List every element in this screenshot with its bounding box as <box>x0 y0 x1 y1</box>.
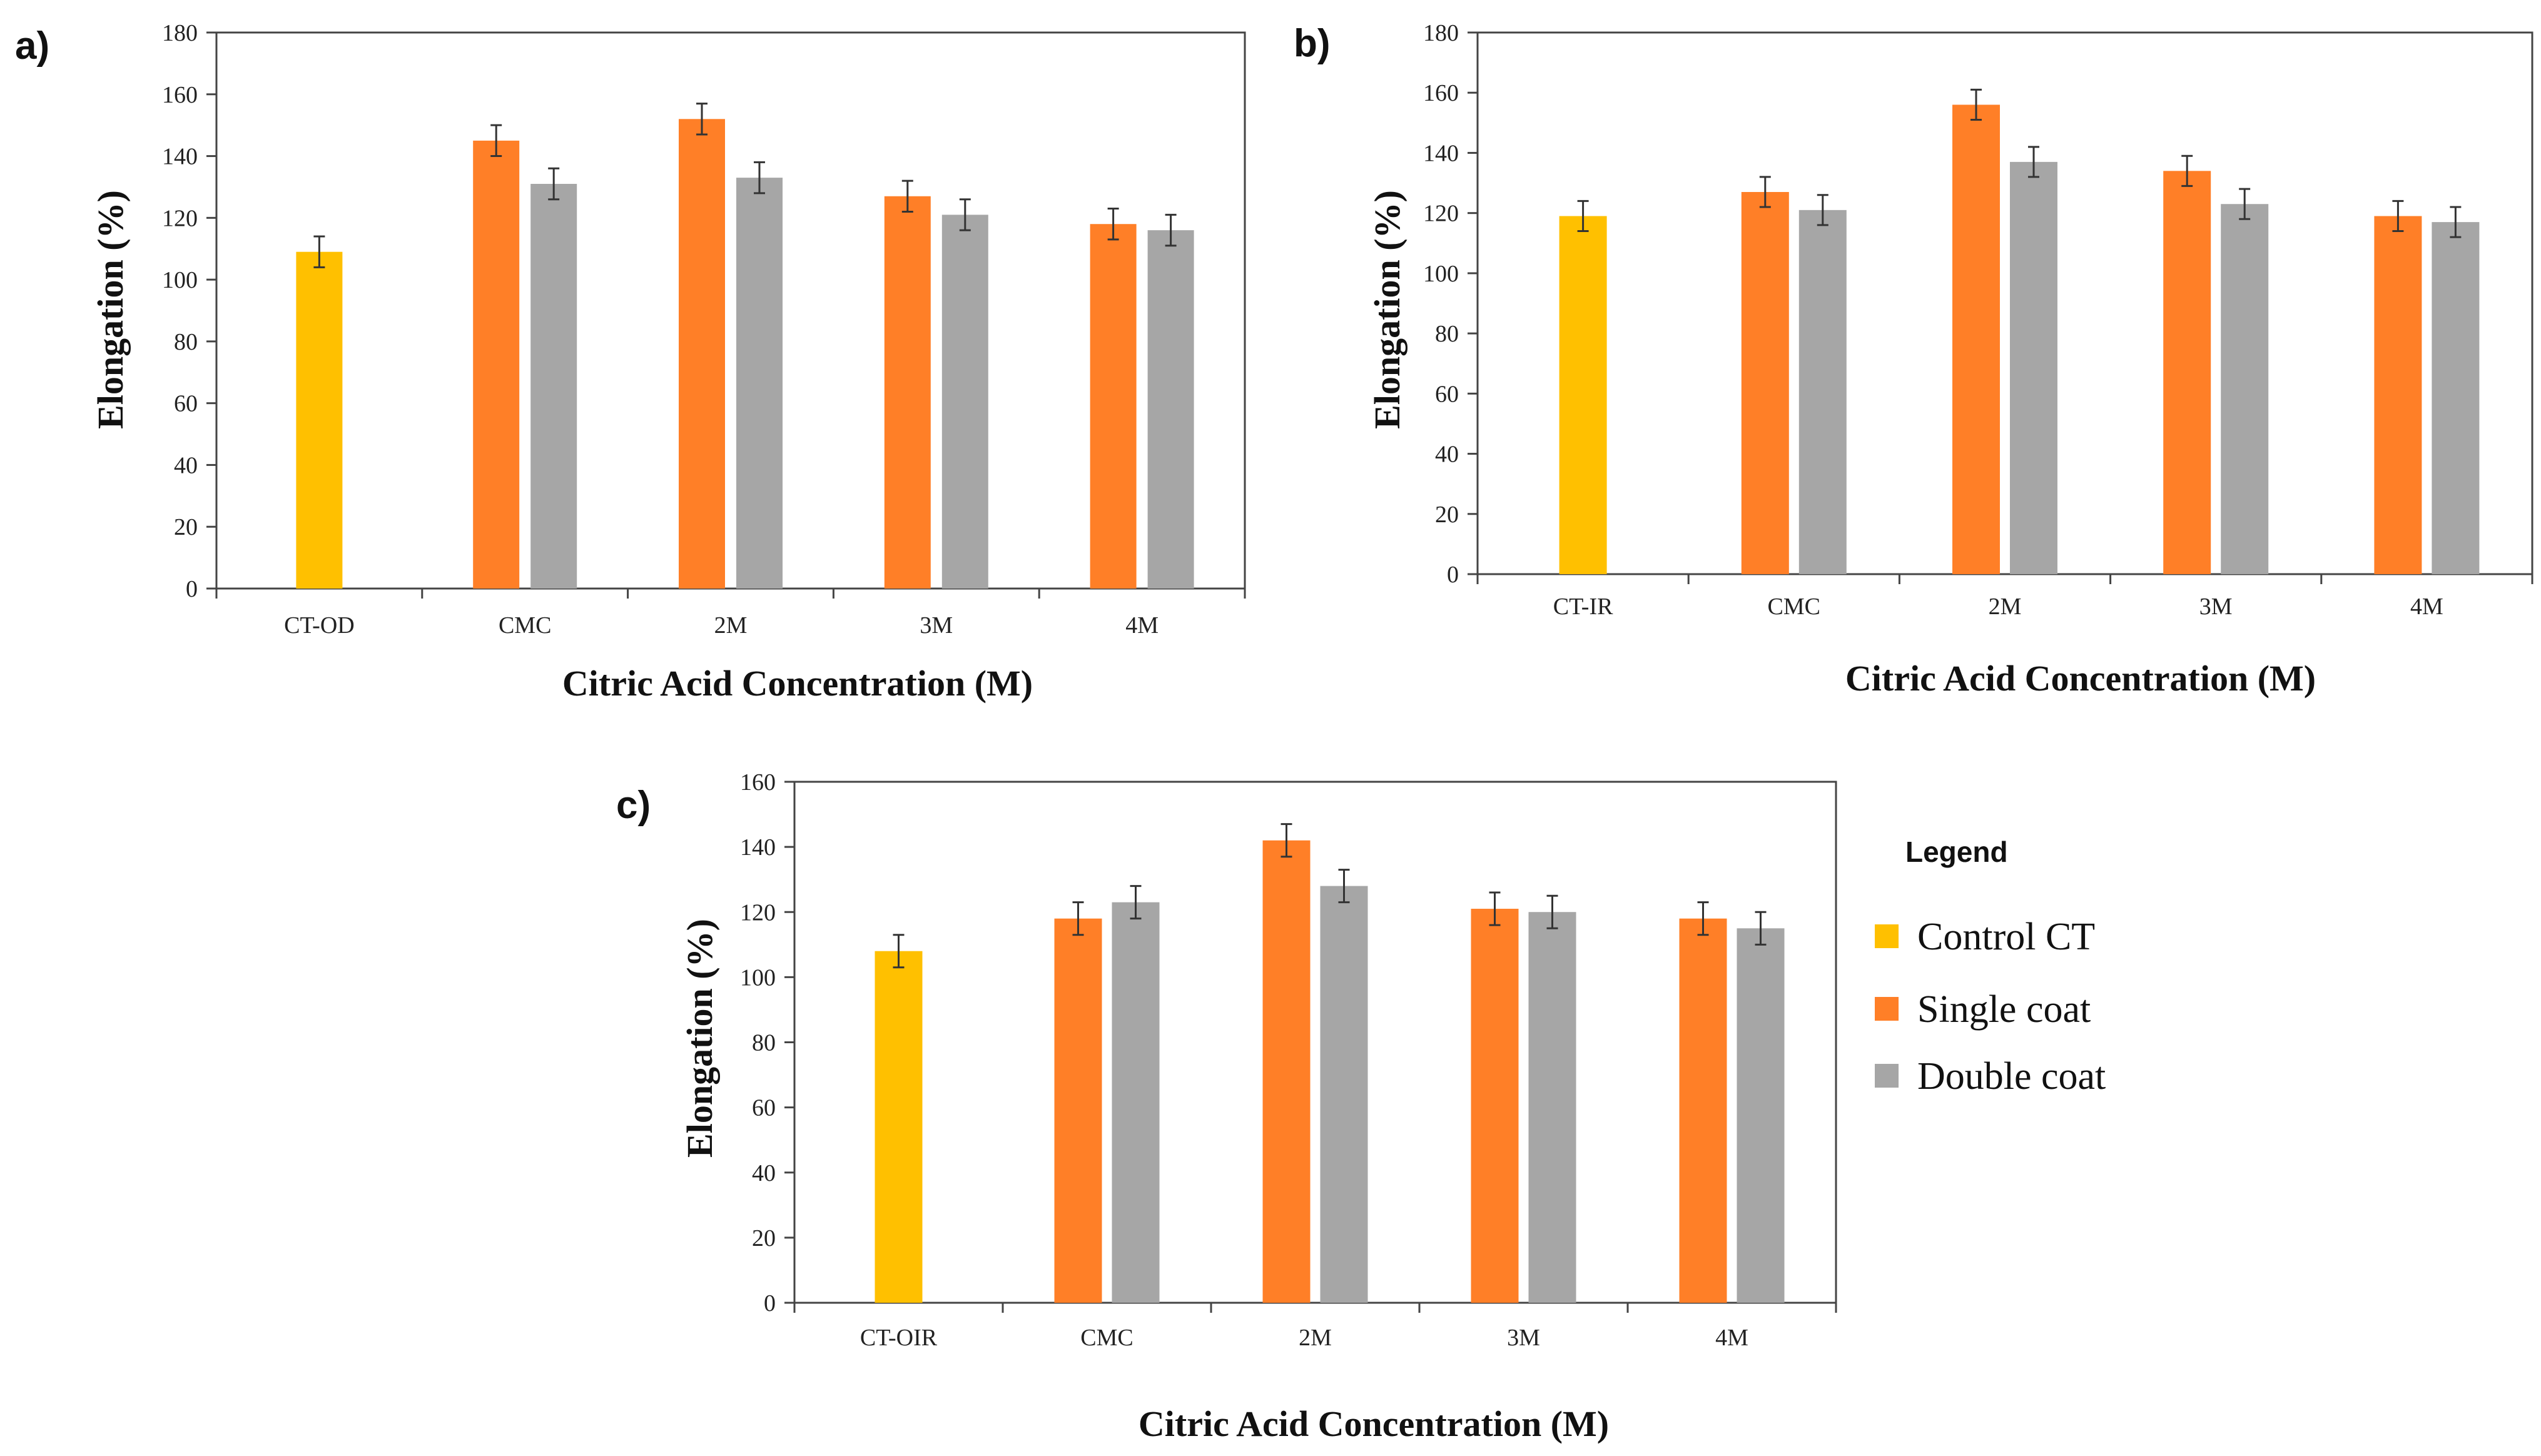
y-axis-title-a: Elongation (%) <box>90 190 131 429</box>
bar-double-c <box>1320 886 1368 1303</box>
bar-control-c <box>875 951 923 1303</box>
y-tick-label-a: 140 <box>162 144 198 170</box>
chart-panel-b: b) Elongation (%) Citric Acid Concentrat… <box>1294 20 2533 699</box>
y-tick-label-c: 40 <box>752 1160 776 1186</box>
y-tick-label-a: 100 <box>162 267 198 293</box>
y-tick-label-c: 80 <box>752 1030 776 1056</box>
y-tick-label-a: 180 <box>162 20 198 46</box>
legend-label-double: Double coat <box>1917 1055 2106 1098</box>
bar-double-c <box>1737 928 1785 1303</box>
y-tick-label-a: 160 <box>162 82 198 108</box>
bar-single-b <box>2163 171 2211 574</box>
y-tick-label-b: 180 <box>1423 20 1459 46</box>
bar-single-b <box>1741 191 1789 574</box>
legend-swatch-double <box>1875 1064 1899 1088</box>
bar-double-a <box>941 215 988 589</box>
y-tick-label-a: 60 <box>174 391 198 417</box>
y-tick-label-c: 20 <box>752 1225 776 1251</box>
y-tick-label-a: 80 <box>174 329 198 355</box>
legend-swatch-single <box>1875 997 1899 1021</box>
x-tick-label-c: CT-OIR <box>860 1325 938 1351</box>
bar-double-a <box>1147 230 1194 589</box>
x-tick-label-a: CT-OD <box>284 612 355 639</box>
y-tick-label-b: 160 <box>1423 80 1459 106</box>
x-tick-label-c: CMC <box>1080 1325 1133 1351</box>
bar-double-a <box>736 178 783 589</box>
plot-frame-b <box>1476 31 2533 575</box>
y-tick-label-c: 100 <box>740 964 776 991</box>
bar-double-b <box>2432 222 2480 575</box>
bar-single-c <box>1054 918 1102 1303</box>
x-tick-label-c: 3M <box>1507 1325 1540 1351</box>
chart-panel-a: a) Elongation (%) Citric Acid Concentrat… <box>15 20 1246 704</box>
x-tick-label-b: CMC <box>1768 594 1820 620</box>
x-tick-label-c: 2M <box>1299 1325 1332 1351</box>
legend-title: Legend <box>1905 836 2008 868</box>
y-tick-label-b: 120 <box>1423 201 1459 227</box>
y-tick-label-a: 0 <box>186 576 198 602</box>
x-tick-label-c: 4M <box>1715 1325 1748 1351</box>
plot-area-b: 0 20 40 60 80 100 120 140 160 180 CT-IR CMC 2M 3M 4M <box>1423 20 2533 620</box>
legend: Legend Control CT Single coat Double coa… <box>1875 836 2106 1098</box>
bar-single-a <box>1090 224 1137 589</box>
y-tick-label-a: 40 <box>174 452 198 478</box>
x-tick-label-b: 3M <box>2199 594 2233 620</box>
x-axis-title-b: Citric Acid Concentration (M) <box>1845 658 2316 699</box>
y-tick-label-b: 100 <box>1423 261 1459 287</box>
plot-frame-a <box>215 31 1246 590</box>
panel-label-a: a) <box>15 24 49 68</box>
y-tick-label-c: 0 <box>764 1290 776 1317</box>
y-tick-label-a: 120 <box>162 205 198 231</box>
chart-panel-c: c) Elongation (%) Citric Acid Concentrat… <box>616 769 1837 1444</box>
y-tick-label-b: 80 <box>1435 321 1459 347</box>
bar-double-c <box>1112 902 1160 1303</box>
y-tick-label-b: 140 <box>1423 140 1459 166</box>
bar-double-b <box>1798 210 1847 574</box>
y-tick-label-c: 120 <box>740 899 776 926</box>
x-axis-title-c: Citric Acid Concentration (M) <box>1139 1403 1609 1444</box>
y-tick-label-c: 60 <box>752 1095 776 1121</box>
y-tick-label-c: 140 <box>740 834 776 861</box>
plot-area-c: 0 20 40 60 80 100 120 140 160 CT-OIR CMC 2M 3M 4M <box>740 769 1837 1351</box>
bar-double-a <box>530 184 577 589</box>
x-tick-label-b: 2M <box>1989 594 2022 620</box>
bar-single-a <box>884 196 931 589</box>
x-tick-label-a: 3M <box>920 612 953 639</box>
bar-double-b <box>2010 161 2057 574</box>
x-axis-title-a: Citric Acid Concentration (M) <box>562 663 1033 704</box>
y-tick-label-c: 160 <box>740 769 776 796</box>
bar-single-b <box>1952 104 2000 574</box>
plot-area-a: 0 20 40 60 80 100 120 140 160 180 CT-OD CMC 2M 3M 4M <box>162 20 1246 639</box>
y-tick-label-b: 20 <box>1435 502 1459 528</box>
bar-single-a <box>679 119 725 589</box>
bar-double-c <box>1528 912 1576 1303</box>
bar-control-a <box>296 251 343 589</box>
y-axis-title-b: Elongation (%) <box>1367 190 1407 429</box>
x-tick-label-a: CMC <box>499 612 551 639</box>
bar-control-b <box>1559 216 1607 574</box>
x-tick-label-b: CT-IR <box>1553 594 1613 620</box>
x-tick-label-a: 4M <box>1125 612 1159 639</box>
y-tick-label-a: 20 <box>174 514 198 540</box>
bar-single-c <box>1471 909 1519 1303</box>
legend-label-single: Single coat <box>1917 988 2091 1031</box>
bar-single-c <box>1679 918 1727 1303</box>
y-tick-label-b: 60 <box>1435 381 1459 407</box>
bar-double-b <box>2221 204 2269 574</box>
bar-single-b <box>2374 216 2422 574</box>
panel-label-c: c) <box>616 784 651 827</box>
y-tick-label-b: 40 <box>1435 442 1459 468</box>
y-tick-label-b: 0 <box>1447 562 1459 588</box>
y-axis-title-c: Elongation (%) <box>679 919 720 1158</box>
legend-label-control: Control CT <box>1917 916 2095 958</box>
panel-label-b: b) <box>1294 22 1331 65</box>
legend-swatch-control <box>1875 924 1899 948</box>
x-tick-label-a: 2M <box>714 612 748 639</box>
bar-single-c <box>1262 840 1311 1303</box>
bar-single-a <box>473 140 520 589</box>
x-tick-label-b: 4M <box>2410 594 2443 620</box>
